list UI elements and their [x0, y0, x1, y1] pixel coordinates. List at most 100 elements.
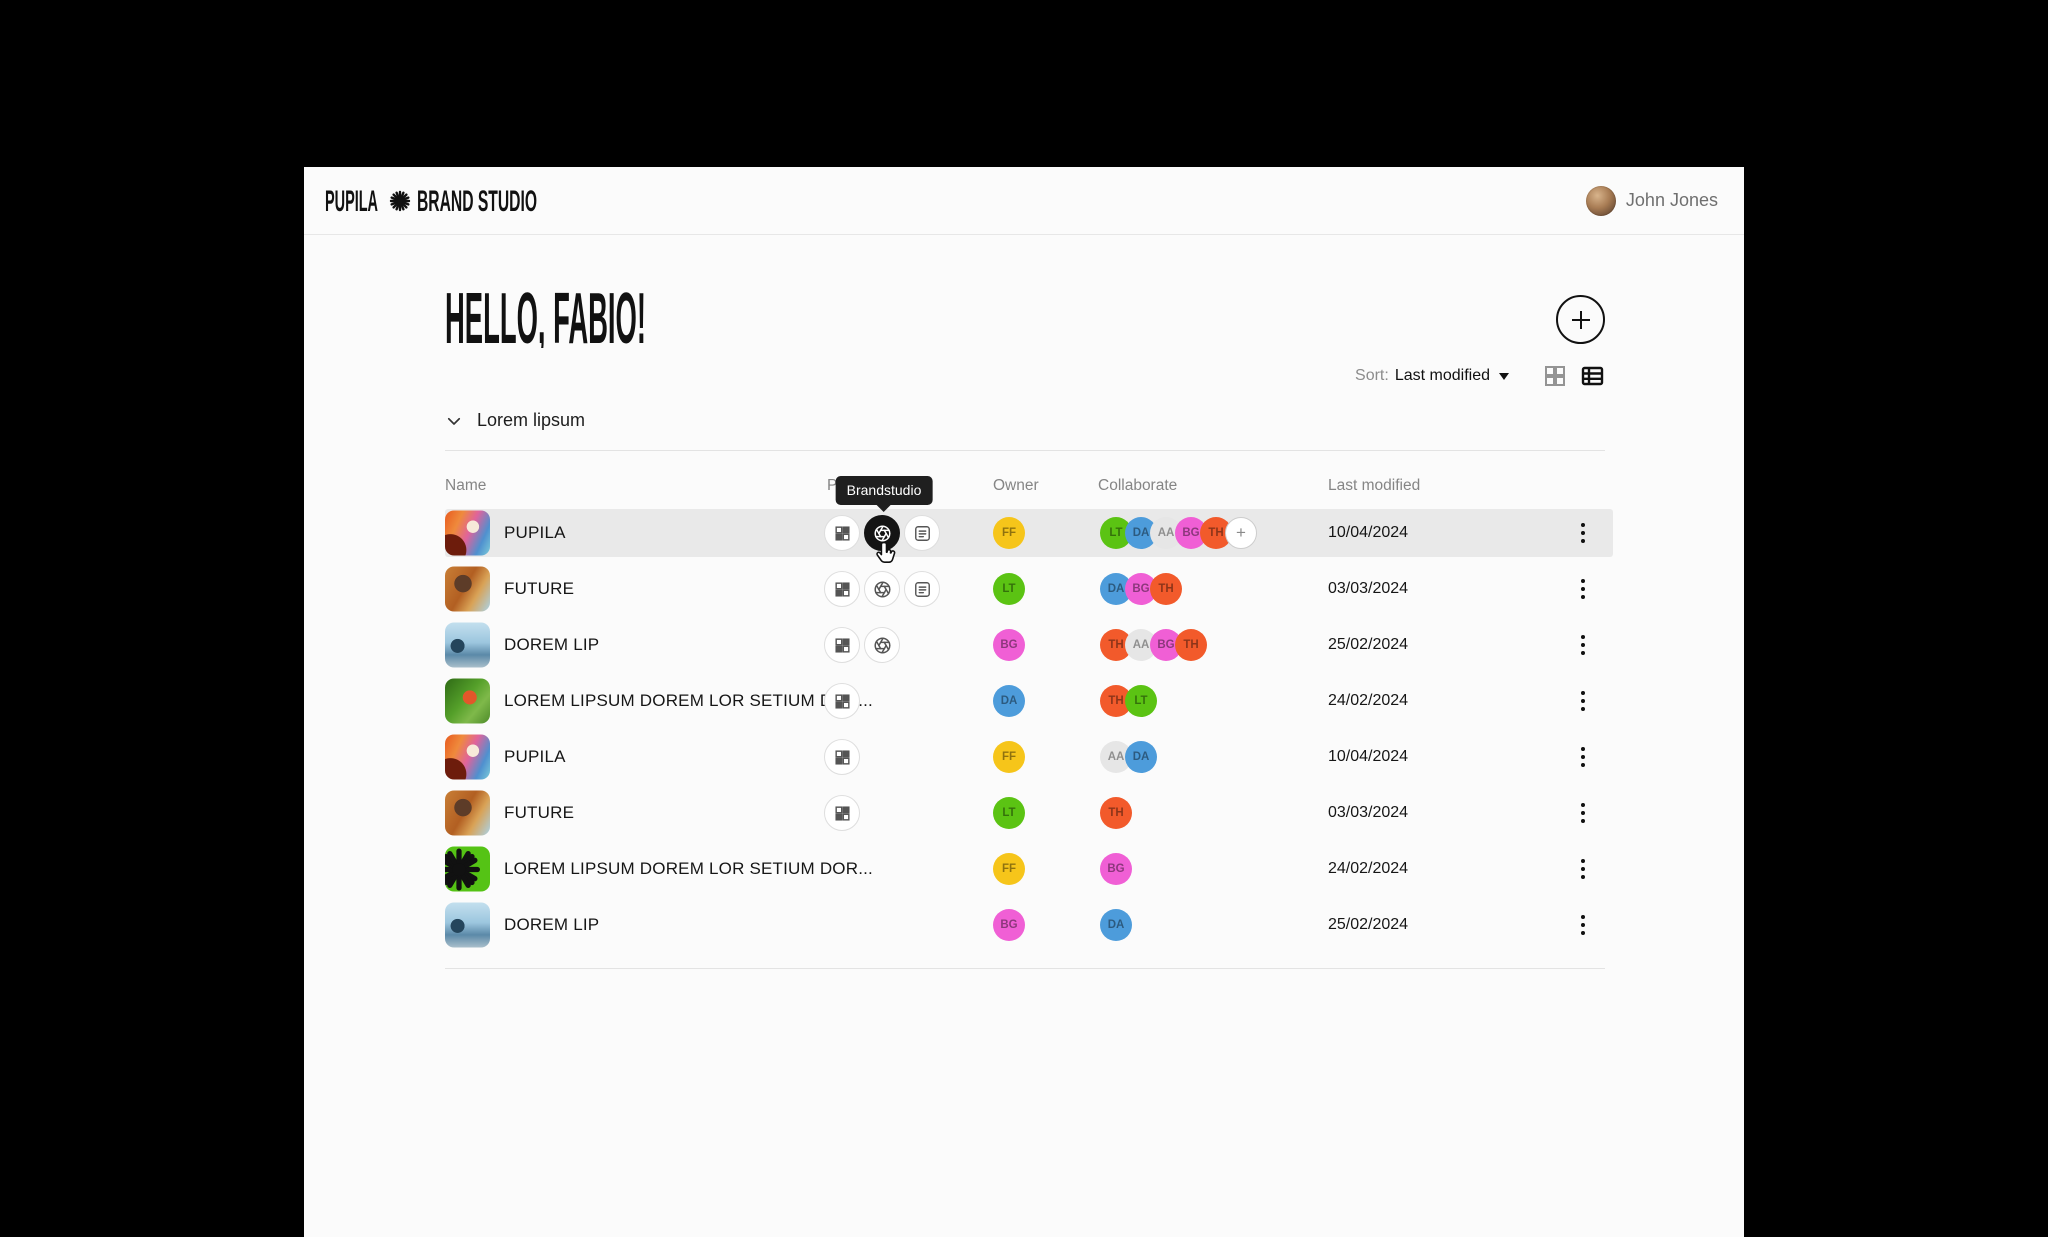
logo-text-left: PUPILA [325, 185, 378, 217]
avatar-lt[interactable]: LT [993, 573, 1025, 605]
row-menu-button[interactable] [1570, 912, 1596, 938]
owner-cell: LT [993, 573, 1025, 605]
grid-view-button[interactable] [1543, 364, 1567, 388]
last-modified-date: 24/02/2024 [1328, 692, 1409, 709]
last-modified-date: 25/02/2024 [1328, 916, 1409, 933]
aperture-product-button[interactable] [864, 515, 900, 551]
table-row[interactable]: DOREM LIP BG TH AA BG TH 25/02/2024 [445, 617, 1613, 673]
page-title: HELLO, FABIO! [445, 279, 648, 359]
avatar-da[interactable]: DA [1100, 909, 1132, 941]
tooltip-brandstudio: Brandstudio [835, 476, 933, 505]
row-menu-button[interactable] [1570, 856, 1596, 882]
row-menu-button[interactable] [1570, 688, 1596, 714]
avatar-ff[interactable]: FF [993, 517, 1025, 549]
owner-cell: FF [993, 741, 1025, 773]
aperture-icon [873, 636, 891, 654]
collaborators-cell: TH AA BG TH [1100, 629, 1207, 661]
kebab-icon [1581, 859, 1585, 879]
row-menu-button[interactable] [1570, 632, 1596, 658]
aperture-product-button[interactable] [864, 627, 900, 663]
section-divider [445, 450, 1605, 451]
app-header: PUPILA BRAND STUDIO John Jones [304, 167, 1744, 235]
main-content: HELLO, FABIO! Sort: Last modified [445, 167, 1613, 1169]
grid-view-icon [1545, 366, 1565, 386]
row-menu-button[interactable] [1570, 744, 1596, 770]
user-avatar [1585, 185, 1616, 216]
last-modified-date: 10/04/2024 [1328, 524, 1409, 541]
column-header-collaborate: Collaborate [1098, 477, 1178, 494]
table-row[interactable]: LOREM LIPSUM DOREM LOR SETIUM DOR... FF … [445, 841, 1613, 897]
project-thumbnail [445, 846, 490, 892]
column-header-last-modified: Last modified [1328, 477, 1421, 494]
avatar-ff[interactable]: FF [993, 853, 1025, 885]
collaborators-cell: DA [1100, 909, 1132, 941]
section-toggle[interactable]: Lorem lipsum [445, 410, 585, 431]
avatar-aa[interactable]: AA [1150, 517, 1182, 549]
row-menu-button[interactable] [1570, 520, 1596, 546]
avatar-th[interactable]: TH [1100, 797, 1132, 829]
avatar-lt[interactable]: LT [1125, 685, 1157, 717]
sort-label: Sort: [1355, 367, 1389, 384]
avatar-th[interactable]: TH [1175, 629, 1207, 661]
add-collaborator-button[interactable]: + [1225, 517, 1257, 549]
last-modified-date: 03/03/2024 [1328, 580, 1409, 597]
row-menu-button[interactable] [1570, 576, 1596, 602]
table-row[interactable]: FUTURE LT TH 03/03/2024 [445, 785, 1613, 841]
table-row[interactable]: LOREM LIPSUM DOREM LOR SETIUM DOR... DA … [445, 673, 1613, 729]
project-name: DOREM LIP [504, 915, 600, 934]
project-thumbnail [445, 678, 490, 724]
doc-product-button[interactable] [904, 571, 940, 607]
grid-product-button[interactable] [824, 515, 860, 551]
project-thumbnail [445, 790, 490, 836]
svg-text:HELLO, FABIO!: HELLO, FABIO! [445, 291, 646, 348]
add-project-button[interactable] [1556, 295, 1605, 344]
app-window: PUPILA BRAND STUDIO John Jones [304, 167, 1744, 1237]
table-header: Name Products Owner Collaborate Last mod… [445, 477, 1605, 499]
avatar-da[interactable]: DA [993, 685, 1025, 717]
avatar-bg[interactable]: BG [993, 629, 1025, 661]
grid-icon [834, 693, 850, 709]
user-menu[interactable]: John Jones [1585, 185, 1718, 216]
brand-logo-lockup: PUPILA BRAND STUDIO [325, 185, 537, 217]
product-icons [824, 515, 940, 551]
project-thumbnail [445, 566, 490, 612]
collaborators-cell: BG [1100, 853, 1132, 885]
plus-icon [1571, 310, 1590, 329]
avatar-bg[interactable]: BG [993, 909, 1025, 941]
grid-product-button[interactable] [824, 795, 860, 831]
project-thumbnail [445, 734, 490, 780]
collaborators-cell: DA BG TH [1100, 573, 1182, 605]
grid-product-button[interactable] [824, 739, 860, 775]
avatar-bg[interactable]: BG [1100, 853, 1132, 885]
user-name: John Jones [1625, 190, 1718, 210]
avatar-da[interactable]: DA [1125, 741, 1157, 773]
chevron-down-icon [447, 417, 461, 425]
table-row[interactable]: FUTURE LT DA BG TH 03/03/2024 [445, 561, 1613, 617]
grid-product-button[interactable] [824, 683, 860, 719]
starburst-icon [445, 848, 480, 890]
avatar-th[interactable]: TH [1150, 573, 1182, 605]
brand-logo[interactable]: PUPILA BRAND STUDIO [325, 185, 537, 217]
kebab-icon [1581, 523, 1585, 543]
table-row[interactable]: DOREM LIP BG DA 25/02/2024 [445, 897, 1613, 953]
kebab-icon [1581, 691, 1585, 711]
grid-product-button[interactable] [824, 571, 860, 607]
aperture-product-button[interactable] [864, 571, 900, 607]
table-row[interactable]: PUPILA FF LT DA AA BG TH + 10/04/2024 [445, 505, 1613, 561]
grid-product-button[interactable] [824, 627, 860, 663]
row-menu-button[interactable] [1570, 800, 1596, 826]
owner-cell: FF [993, 517, 1025, 549]
sort-dropdown[interactable]: Sort: Last modified [1355, 367, 1509, 385]
owner-cell: DA [993, 685, 1025, 717]
project-name: PUPILA [504, 747, 566, 766]
doc-product-button[interactable] [904, 515, 940, 551]
avatar-lt[interactable]: LT [993, 797, 1025, 829]
avatar-ff[interactable]: FF [993, 741, 1025, 773]
avatar-bg[interactable]: BG [1150, 629, 1182, 661]
project-name: LOREM LIPSUM DOREM LOR SETIUM DOR... [504, 691, 873, 710]
owner-cell: BG [993, 629, 1025, 661]
list-view-button[interactable] [1580, 364, 1605, 388]
logo-text-right: BRAND STUDIO [417, 185, 537, 217]
table-row[interactable]: PUPILA FF AA DA 10/04/2024 [445, 729, 1613, 785]
column-header-name: Name [445, 477, 487, 494]
